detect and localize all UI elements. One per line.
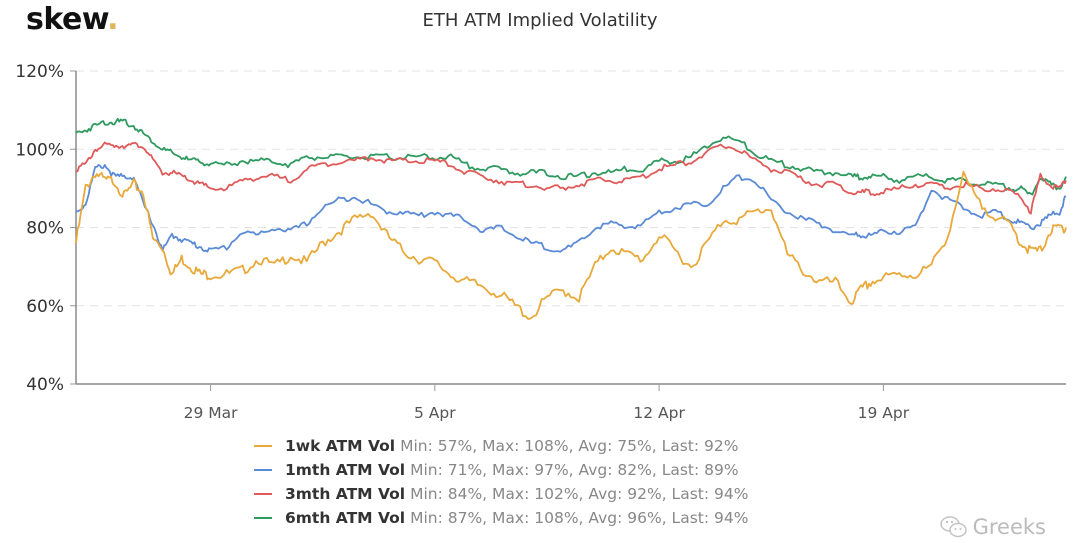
legend-item-1wk[interactable]: 1wk ATM Vol Min: 57%, Max: 108%, Avg: 75… (254, 434, 748, 458)
series-line-1mth (75, 164, 1067, 253)
skew-logo: skew. (26, 2, 119, 37)
grid-lines (76, 70, 1066, 307)
wechat-icon (939, 516, 967, 538)
legend-label: 1wk ATM Vol (285, 437, 396, 455)
chart-title: ETH ATM Implied Volatility (422, 10, 658, 31)
legend-stats: Min: 87%, Max: 108%, Avg: 96%, Last: 94% (410, 509, 749, 527)
legend-stats: Min: 57%, Max: 108%, Avg: 75%, Last: 92% (400, 437, 739, 455)
y-tick-label: 80% (26, 219, 64, 239)
logo-dot: . (107, 2, 119, 37)
legend-stats: Min: 84%, Max: 102%, Avg: 92%, Last: 94% (410, 485, 749, 503)
legend-swatch-1mth (254, 469, 272, 471)
legend-label: 3mth ATM Vol (285, 485, 406, 503)
watermark-text: Greeks (972, 515, 1046, 539)
legend-label: 1mth ATM Vol (285, 461, 406, 479)
series-line-6mth (75, 117, 1067, 196)
x-axis: 29 Mar 5 Apr 12 Apr 19 Apr (76, 383, 1066, 422)
logo-text: skew (26, 2, 108, 37)
legend-item-6mth[interactable]: 6mth ATM Vol Min: 87%, Max: 108%, Avg: 9… (254, 506, 748, 530)
legend-item-3mth[interactable]: 3mth ATM Vol Min: 84%, Max: 102%, Avg: 9… (254, 482, 748, 506)
series-line-3mth (75, 141, 1067, 215)
legend: 1wk ATM Vol Min: 57%, Max: 108%, Avg: 75… (254, 434, 748, 530)
legend-swatch-1wk (254, 445, 272, 447)
line-chart: 40% 60% 80% 100% 120% 29 Mar 5 Apr 12 Apr 19 Ap… (15, 62, 1067, 422)
y-tick-label: 120% (15, 62, 64, 82)
series-line-1wk (75, 170, 1067, 320)
x-tick-label: 12 Apr (633, 404, 685, 422)
y-tick-label: 100% (15, 140, 64, 160)
legend-stats: Min: 71%, Max: 97%, Avg: 82%, Last: 89% (410, 461, 739, 479)
x-tick-label: 29 Mar (184, 404, 239, 422)
legend-swatch-6mth (254, 517, 272, 519)
x-tick-label: 19 Apr (858, 404, 910, 422)
x-tick-label: 5 Apr (414, 404, 456, 422)
legend-label: 6mth ATM Vol (285, 509, 406, 527)
legend-swatch-3mth (254, 493, 272, 495)
series-lines (75, 117, 1067, 320)
y-tick-label: 40% (26, 375, 64, 395)
legend-item-1mth[interactable]: 1mth ATM Vol Min: 71%, Max: 97%, Avg: 82… (254, 458, 748, 482)
watermark: Greeks (939, 515, 1046, 539)
y-tick-label: 60% (26, 297, 64, 317)
y-axis: 40% 60% 80% 100% 120% (15, 62, 77, 395)
